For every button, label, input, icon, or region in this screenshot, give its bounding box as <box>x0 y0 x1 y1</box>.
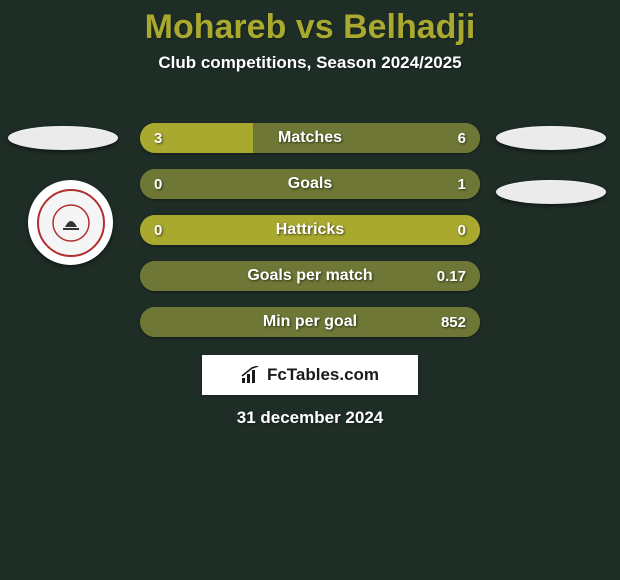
stat-bar-row: 0Goals1 <box>140 169 480 199</box>
player1-badge-top <box>8 126 118 150</box>
stat-label: Goals per match <box>140 267 480 285</box>
date-text: 31 december 2024 <box>0 408 620 428</box>
player1-club-logo <box>28 180 113 265</box>
player2-name: Belhadji <box>343 8 475 46</box>
brand-logo: FcTables.com <box>202 355 418 395</box>
stat-label: Hattricks <box>140 221 480 239</box>
player2-badge-top <box>496 126 606 150</box>
stat-label: Matches <box>140 129 480 147</box>
stat-bar-row: Min per goal852 <box>140 307 480 337</box>
brand-text: FcTables.com <box>267 365 379 385</box>
player2-badge-bottom <box>496 180 606 204</box>
title-vs: vs <box>296 8 334 46</box>
stat-value-right: 0.17 <box>437 268 466 285</box>
subtitle-text: Club competitions, Season 2024/2025 <box>0 53 620 73</box>
stat-bar-row: Goals per match0.17 <box>140 261 480 291</box>
stat-label: Goals <box>140 175 480 193</box>
stat-bar-row: 0Hattricks0 <box>140 215 480 245</box>
stat-value-right: 1 <box>458 176 466 193</box>
stat-bar-row: 3Matches6 <box>140 123 480 153</box>
player1-name: Mohareb <box>145 8 287 46</box>
stats-bars: 3Matches60Goals10Hattricks0Goals per mat… <box>140 123 480 353</box>
page-title: Mohareb vs Belhadji <box>0 0 620 47</box>
club-logo-emblem <box>37 189 105 257</box>
chart-icon <box>241 366 263 384</box>
stat-value-right: 852 <box>441 314 466 331</box>
stat-label: Min per goal <box>140 313 480 331</box>
comparison-infographic: Mohareb vs Belhadji Club competitions, S… <box>0 0 620 580</box>
emblem-icon <box>51 203 91 243</box>
stat-value-right: 0 <box>458 222 466 239</box>
stat-value-right: 6 <box>458 130 466 147</box>
